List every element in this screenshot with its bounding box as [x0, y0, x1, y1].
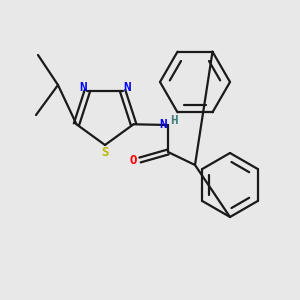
Text: N: N [80, 81, 87, 94]
Text: O: O [129, 154, 137, 166]
Text: N: N [123, 81, 130, 94]
Text: S: S [101, 146, 109, 158]
Text: H: H [170, 113, 178, 127]
Text: N: N [159, 118, 167, 131]
